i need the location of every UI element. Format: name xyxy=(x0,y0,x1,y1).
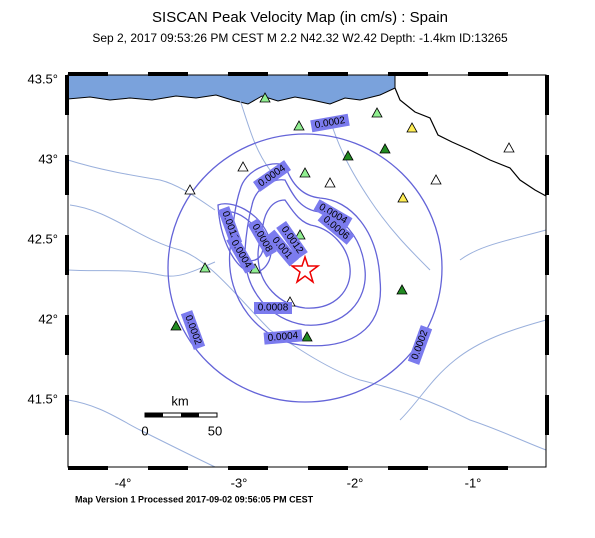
contour-label: 0.0008 xyxy=(254,302,292,314)
lon-label: -3° xyxy=(231,475,248,490)
station xyxy=(379,143,391,154)
subtitle: Sep 2, 2017 09:53:26 PM CEST M 2.2 N42.3… xyxy=(92,31,508,45)
station xyxy=(503,142,515,153)
station xyxy=(371,107,383,118)
title: SISCAN Peak Velocity Map (in cm/s) : Spa… xyxy=(152,9,448,26)
contour-label-bg xyxy=(310,113,350,133)
rivers xyxy=(67,99,547,468)
frame-seg xyxy=(65,75,69,115)
frame-seg xyxy=(308,466,348,470)
frame-seg xyxy=(228,72,268,76)
frame-seg xyxy=(308,72,348,76)
station xyxy=(396,284,408,295)
frame-seg xyxy=(148,72,188,76)
lat-label: 41.5° xyxy=(27,391,58,406)
frame-seg xyxy=(68,466,108,470)
contour-label-bg xyxy=(317,211,355,245)
frame-ticks xyxy=(65,72,549,470)
frame-seg xyxy=(65,235,69,275)
station xyxy=(406,122,418,133)
station xyxy=(170,320,182,331)
station xyxy=(397,192,409,203)
lat-label: 42° xyxy=(38,311,58,326)
frame-seg xyxy=(388,466,428,470)
frame-seg xyxy=(545,395,549,435)
station xyxy=(430,174,442,185)
station xyxy=(293,120,305,131)
lat-label: 42.5° xyxy=(27,231,58,246)
contour-label: 0.0002 xyxy=(310,113,350,133)
contour-label-bg xyxy=(226,234,256,274)
station xyxy=(324,177,336,188)
contour-label-text: 0.0004 xyxy=(267,330,299,344)
contour-label-text: 0.0008 xyxy=(258,303,289,314)
epicenter xyxy=(289,254,321,284)
lat-label: 43.5° xyxy=(27,71,58,86)
scale-unit: km xyxy=(171,393,188,408)
frame-seg xyxy=(545,235,549,275)
scale-bar: km 0 50 xyxy=(141,393,222,438)
contour-label-bg xyxy=(263,329,303,345)
frame-seg xyxy=(228,466,268,470)
contour-label-bg xyxy=(407,325,433,365)
frame-seg xyxy=(65,395,69,435)
frame-seg xyxy=(65,315,69,355)
station xyxy=(259,92,271,103)
lon-label: -2° xyxy=(347,475,364,490)
contour-label-bg xyxy=(252,160,292,192)
station xyxy=(184,184,196,195)
frame-seg xyxy=(65,155,69,195)
contour-label-bg xyxy=(254,302,292,314)
contour-label-bg xyxy=(265,229,299,267)
frame-seg xyxy=(545,155,549,195)
lat-label: 43° xyxy=(38,151,58,166)
contour-label-bg xyxy=(247,218,277,258)
contour-label-bg xyxy=(276,220,308,260)
contour-label-text: 0.0002 xyxy=(314,115,346,131)
contour-label-bg xyxy=(180,310,206,350)
contour-label-bg xyxy=(313,199,353,229)
footer: Map Version 1 Processed 2017-09-02 09:56… xyxy=(75,494,314,504)
border xyxy=(394,87,547,197)
frame-seg xyxy=(148,466,188,470)
station xyxy=(299,167,311,178)
station xyxy=(294,229,306,240)
station xyxy=(199,262,211,273)
sea xyxy=(67,74,396,105)
lon-label: -4° xyxy=(115,475,132,490)
scale-start: 0 xyxy=(141,423,148,438)
scale-bar-seg xyxy=(181,413,199,417)
frame-seg xyxy=(68,72,108,76)
station xyxy=(237,161,249,172)
frame-seg xyxy=(545,315,549,355)
scale-end: 50 xyxy=(208,423,222,438)
station xyxy=(301,331,313,342)
stations xyxy=(170,92,515,342)
frame-seg xyxy=(468,466,508,470)
station xyxy=(342,150,354,161)
frame-seg xyxy=(388,72,428,76)
scale-bar-seg xyxy=(145,413,163,417)
lon-label: -1° xyxy=(465,475,482,490)
frame-seg xyxy=(468,72,508,76)
contour-label: 0.0004 xyxy=(263,329,303,345)
frame-seg xyxy=(545,75,549,115)
